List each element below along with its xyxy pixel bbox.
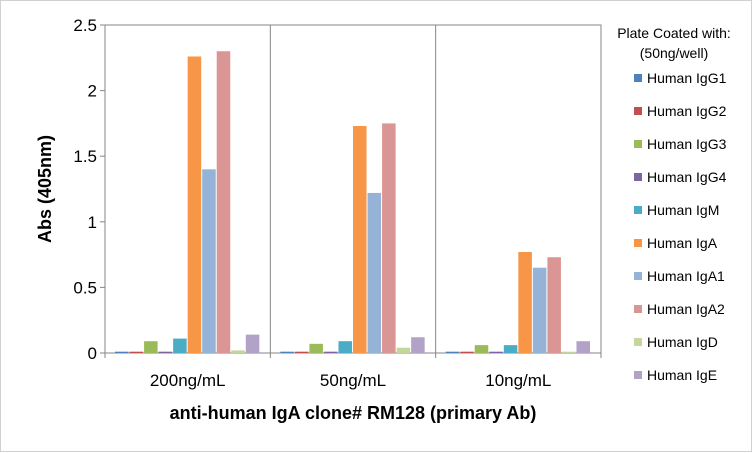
legend-label: Human IgG1 (647, 70, 727, 86)
x-axis-ticks: 200ng/mL 50ng/mL 10ng/mL (104, 353, 602, 390)
legend-label: Human IgE (647, 367, 717, 383)
legend-items: Human IgG1 Human IgG2 Human IgG3 Human IgG4… (634, 70, 727, 383)
legend-swatch (634, 239, 642, 247)
bar-human-igg3-0 (144, 341, 158, 353)
bar-human-igg3-1 (309, 343, 323, 353)
bar-human-iga-1 (353, 126, 367, 354)
y-axis-ticks: 0 0.5 1 1.5 2 2.5 (73, 16, 105, 363)
legend-label: Human IgG4 (647, 169, 727, 185)
legend-label: Human IgG2 (647, 103, 727, 119)
legend-label: Human IgA (647, 235, 718, 251)
bar-human-igm-1 (338, 341, 352, 353)
legend-title-line2: (50ng/well) (640, 45, 708, 61)
legend-label: Human IgM (647, 202, 719, 218)
bar-human-iga-2 (518, 251, 532, 353)
y-tick-label: 1 (88, 213, 97, 232)
bar-human-igg4-1 (323, 351, 338, 353)
legend-title-line1: Plate Coated with: (617, 25, 731, 41)
bar-human-iga1-2 (532, 267, 547, 353)
bar-human-igd-1 (396, 347, 411, 353)
bar-human-igg2-1 (294, 351, 309, 353)
legend-swatch (634, 305, 642, 313)
legend-swatch (634, 338, 642, 346)
bar-human-iga2-1 (382, 123, 396, 354)
bar-human-igm-0 (173, 338, 187, 353)
bar-human-iga-0 (187, 56, 202, 354)
bar-human-ige-2 (576, 341, 590, 353)
bar-human-igg1-2 (445, 351, 460, 353)
y-tick-label: 0 (88, 344, 97, 363)
bar-human-igg3-2 (474, 345, 489, 353)
y-tick-label: 2.5 (73, 16, 97, 35)
bar-human-igg4-0 (158, 351, 173, 353)
bar-human-igm-2 (503, 345, 518, 353)
bar-human-igg2-2 (460, 351, 474, 353)
x-tick-label: 200ng/mL (150, 371, 226, 390)
legend-swatch (634, 107, 642, 115)
x-tick-label: 50ng/mL (320, 371, 386, 390)
bar-human-iga1-1 (367, 192, 382, 353)
bar-human-igg1-0 (115, 351, 129, 353)
y-tick-label: 1.5 (73, 147, 97, 166)
x-axis-title: anti-human IgA clone# RM128 (primary Ab) (170, 403, 537, 423)
bar-human-ige-0 (245, 334, 260, 353)
bar-human-igg4-2 (489, 351, 503, 353)
legend-label: Human IgA1 (647, 268, 725, 284)
legend-label: Human IgG3 (647, 136, 727, 152)
legend-swatch (634, 206, 642, 214)
legend-label: Human IgA2 (647, 301, 725, 317)
bar-human-iga2-0 (216, 51, 231, 354)
legend-swatch (634, 272, 642, 280)
bar-human-igd-2 (561, 351, 576, 353)
bar-human-igg1-1 (280, 351, 294, 353)
bar-human-iga2-2 (547, 257, 561, 353)
y-axis-title: Abs (405nm) (35, 135, 55, 243)
legend-swatch (634, 74, 642, 82)
legend-swatch (634, 140, 642, 148)
bar-human-igg2-0 (129, 351, 144, 353)
bar-human-iga1-0 (202, 169, 216, 353)
y-tick-label: 0.5 (73, 278, 97, 297)
legend: Plate Coated with: (50ng/well) Human IgG… (617, 25, 731, 383)
legend-swatch (634, 371, 642, 379)
x-tick-label: 10ng/mL (485, 371, 551, 390)
bars (115, 51, 590, 354)
bar-human-ige-1 (411, 337, 425, 353)
y-tick-label: 2 (88, 82, 97, 101)
bar-human-igd-0 (231, 350, 245, 353)
legend-label: Human IgD (647, 334, 718, 350)
legend-swatch (634, 173, 642, 181)
